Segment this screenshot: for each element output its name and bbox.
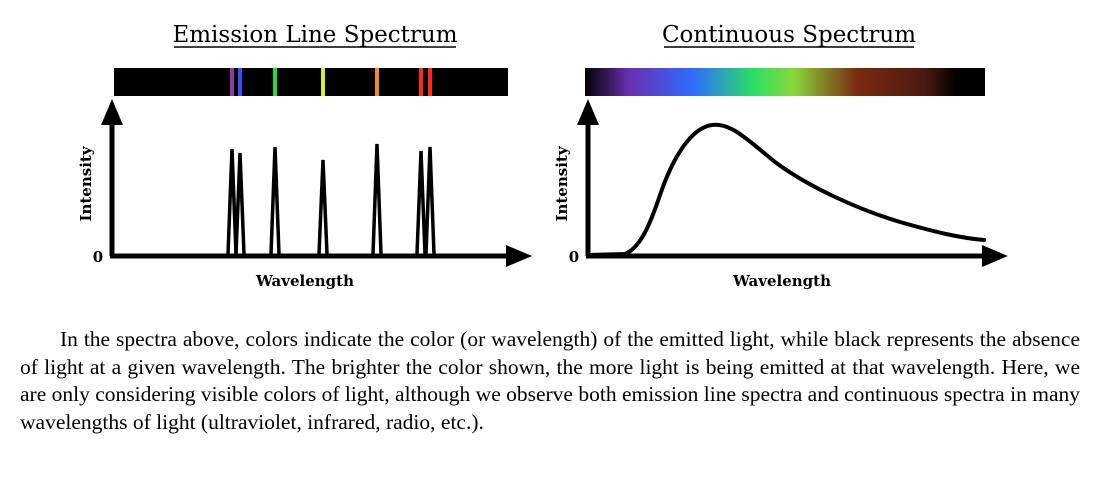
continuous-xlabel: Wavelength <box>732 272 831 290</box>
emission-ylabel: Intensity <box>77 145 95 221</box>
continuous-y-arrow <box>577 99 599 125</box>
emission-bar-line <box>238 68 242 96</box>
emission-bar-line <box>419 68 423 96</box>
emission-x-arrow <box>506 245 532 267</box>
emission-bar-line <box>230 68 234 96</box>
continuous-spectrum-bar <box>585 68 985 96</box>
continuous-axes <box>577 99 1008 267</box>
emission-peak <box>424 146 436 255</box>
emission-y-arrow <box>101 99 123 125</box>
emission-peak <box>269 146 281 255</box>
continuous-x-arrow <box>982 245 1008 267</box>
emission-bar-line <box>375 68 379 96</box>
emission-peak <box>371 143 383 255</box>
emission-peak <box>317 159 329 255</box>
emission-bar-line <box>321 68 325 96</box>
continuous-title: Continuous Spectrum <box>662 22 916 48</box>
continuous-ylabel: Intensity <box>553 145 571 221</box>
emission-xlabel: Wavelength <box>255 272 354 290</box>
emission-peaks <box>226 143 436 255</box>
spectra-figure: Emission Line Spectrum 0 Intensity Wavel… <box>77 22 1008 290</box>
emission-spectrum-bar <box>114 68 508 96</box>
caption: In the spectra above, colors indicate th… <box>20 326 1080 436</box>
emission-bar-lines <box>230 68 432 96</box>
emission-bar-line <box>273 68 277 96</box>
emission-zero-label: 0 <box>93 248 103 266</box>
emission-title: Emission Line Spectrum <box>172 22 457 48</box>
emission-bar-line <box>428 68 432 96</box>
continuous-zero-label: 0 <box>569 248 579 266</box>
continuous-curve <box>586 122 986 257</box>
emission-peak <box>234 152 246 255</box>
emission-peak <box>415 150 427 255</box>
caption-text: In the spectra above, colors indicate th… <box>20 327 1080 434</box>
emission-peak <box>226 148 238 255</box>
emission-axes <box>101 99 532 267</box>
